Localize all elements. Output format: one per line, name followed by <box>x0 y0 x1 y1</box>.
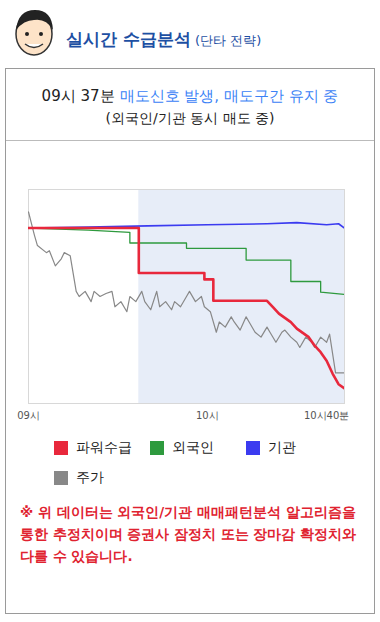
html-text:※ 위 데이터는 외국인/기관 매매패턴분석 알고리즘을 통: ※ 위 데이터는 외국인/기관 매매패턴분석 알고리즘을 통한 추정치이며 증권… <box>20 504 357 564</box>
html-text:파워수급: 파워수급 <box>76 439 132 455</box>
html-text:주가: 주가 <box>76 469 104 485</box>
html-text:(외국인/기관 동시 매도 중): (외국인/기관 동시 매도 중) <box>105 110 275 126</box>
html-text:기관: 기관 <box>268 439 296 455</box>
svg-text:09시: 09시 <box>17 410 40 421</box>
svg-text:10시: 10시 <box>196 410 219 421</box>
html-text:외국인: 외국인 <box>172 439 214 455</box>
html-text:실시간 수급분석 (단타 전략): 실시간 수급분석 (단타 전략) <box>66 29 262 49</box>
html-text:09시 37분 매도신호 발생, 매도구간 유지 중: 09시 37분 매도신호 발생, 매도구간 유지 중 <box>41 87 339 105</box>
svg-text:10시40분: 10시40분 <box>304 410 349 421</box>
